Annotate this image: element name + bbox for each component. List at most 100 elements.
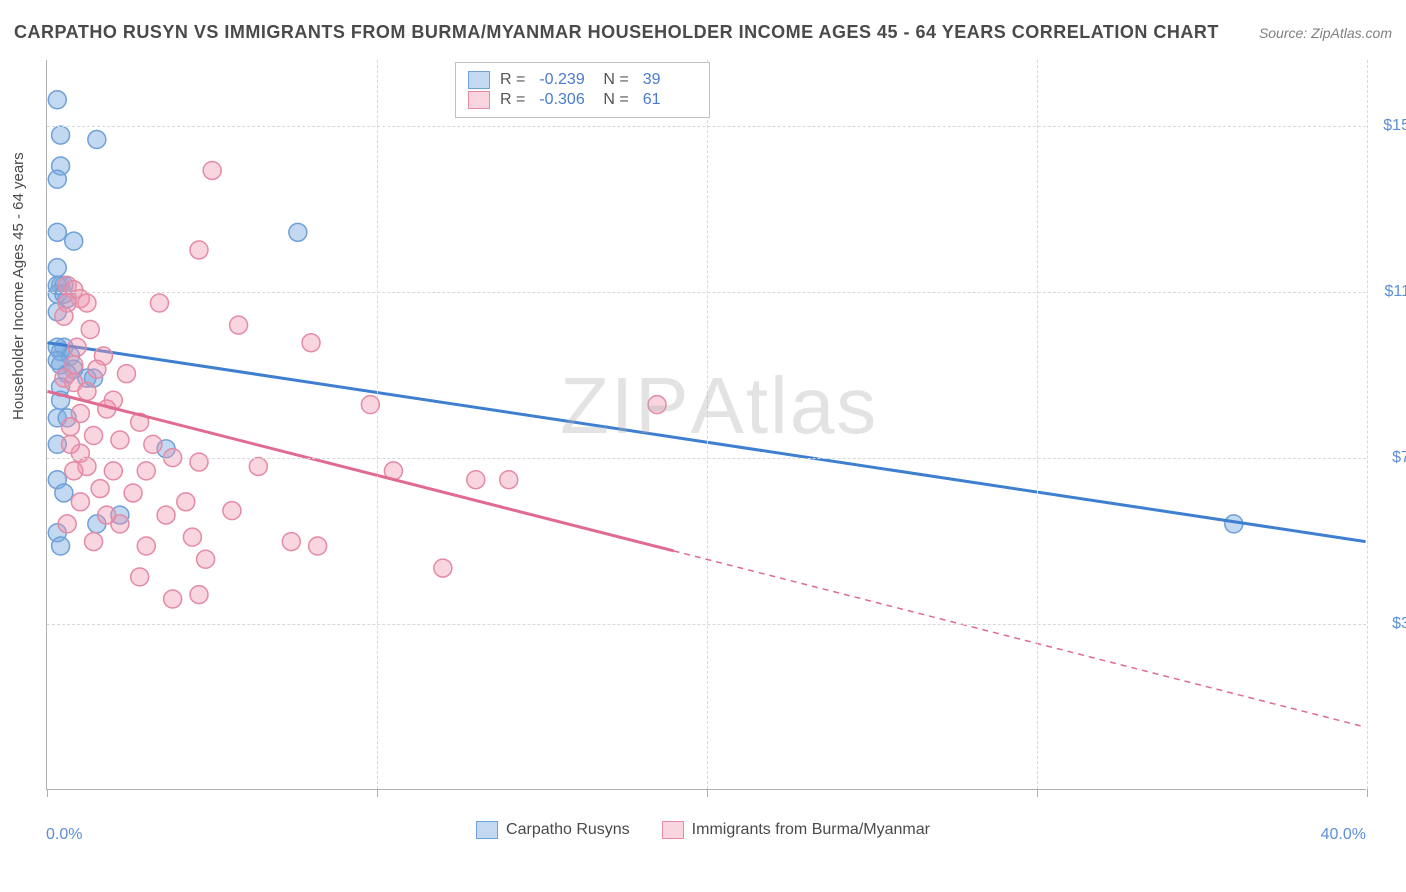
data-point-burma	[150, 294, 168, 312]
data-point-carpatho	[52, 391, 70, 409]
data-point-burma	[282, 533, 300, 551]
data-point-burma	[131, 568, 149, 586]
legend-r-label: R =	[500, 91, 525, 109]
legend-swatch	[468, 91, 490, 109]
data-point-carpatho	[48, 351, 66, 369]
data-point-carpatho	[48, 303, 66, 321]
legend-r-value: -0.239	[539, 71, 593, 89]
data-point-burma	[61, 435, 79, 453]
data-point-burma	[78, 382, 96, 400]
data-point-carpatho	[55, 285, 73, 303]
data-point-carpatho	[65, 232, 83, 250]
data-point-burma	[55, 307, 73, 325]
legend-label: Immigrants from Burma/Myanmar	[692, 821, 930, 839]
data-point-carpatho	[48, 524, 66, 542]
data-point-carpatho	[48, 285, 66, 303]
x-tick-mark	[707, 789, 708, 797]
legend-stat-row-carpatho: R = -0.239 N = 39	[468, 71, 697, 89]
data-point-burma	[55, 369, 73, 387]
data-point-burma	[157, 506, 175, 524]
gridline-vertical	[377, 60, 378, 789]
data-point-burma	[124, 484, 142, 502]
legend-series: Carpatho Rusyns Immigrants from Burma/Mya…	[0, 821, 1406, 844]
data-point-carpatho	[1225, 515, 1243, 533]
legend-r-label: R =	[500, 71, 525, 89]
data-point-burma	[230, 316, 248, 334]
data-point-burma	[61, 418, 79, 436]
data-point-burma	[302, 334, 320, 352]
data-point-burma	[137, 462, 155, 480]
data-point-burma	[85, 533, 103, 551]
data-point-burma	[65, 462, 83, 480]
data-point-carpatho	[48, 223, 66, 241]
legend-swatch	[662, 821, 684, 839]
data-point-burma	[183, 528, 201, 546]
legend-item-burma: Immigrants from Burma/Myanmar	[662, 821, 930, 839]
data-point-burma	[98, 400, 116, 418]
chart-title: CARPATHO RUSYN VS IMMIGRANTS FROM BURMA/…	[14, 22, 1219, 43]
data-point-burma	[203, 161, 221, 179]
data-point-carpatho	[78, 369, 96, 387]
x-tick-mark	[1037, 789, 1038, 797]
data-point-carpatho	[52, 343, 70, 361]
data-point-burma	[144, 435, 162, 453]
data-point-carpatho	[48, 338, 66, 356]
data-point-burma	[137, 537, 155, 555]
gridline-vertical	[1367, 60, 1368, 789]
chart-header: CARPATHO RUSYN VS IMMIGRANTS FROM BURMA/…	[14, 22, 1392, 43]
data-point-carpatho	[48, 409, 66, 427]
data-point-carpatho	[48, 170, 66, 188]
regression-line-burma	[47, 391, 673, 550]
data-point-carpatho	[289, 223, 307, 241]
data-point-carpatho	[58, 409, 76, 427]
data-point-burma	[384, 462, 402, 480]
data-point-carpatho	[48, 435, 66, 453]
data-point-burma	[309, 537, 327, 555]
data-point-burma	[131, 413, 149, 431]
data-point-burma	[71, 404, 89, 422]
data-point-burma	[78, 294, 96, 312]
legend-n-label: N =	[603, 71, 628, 89]
legend-swatch	[476, 821, 498, 839]
y-tick-label: $75,000	[1370, 449, 1406, 467]
data-point-burma	[164, 590, 182, 608]
data-point-carpatho	[88, 515, 106, 533]
data-point-burma	[81, 321, 99, 339]
data-point-carpatho	[48, 91, 66, 109]
gridline-vertical	[1037, 60, 1038, 789]
data-point-carpatho	[48, 259, 66, 277]
data-point-burma	[249, 457, 267, 475]
data-point-burma	[190, 241, 208, 259]
legend-stat-row-burma: R =-0.306N =61	[468, 91, 697, 109]
data-point-burma	[88, 360, 106, 378]
data-point-carpatho	[58, 365, 76, 383]
data-point-burma	[94, 347, 112, 365]
legend-swatch	[468, 71, 490, 89]
data-point-burma	[104, 391, 122, 409]
data-point-burma	[58, 294, 76, 312]
gridline-vertical	[707, 60, 708, 789]
data-point-burma	[111, 431, 129, 449]
data-point-carpatho	[85, 369, 103, 387]
data-point-burma	[118, 365, 136, 383]
y-tick-label: $150,000	[1370, 117, 1406, 135]
data-point-carpatho	[55, 484, 73, 502]
data-point-burma	[78, 457, 96, 475]
data-point-carpatho	[52, 356, 70, 374]
data-point-burma	[190, 586, 208, 604]
legend-item-carpatho: Carpatho Rusyns	[476, 821, 630, 839]
data-point-carpatho	[52, 378, 70, 396]
data-point-burma	[434, 559, 452, 577]
data-point-burma	[467, 471, 485, 489]
data-point-burma	[111, 515, 129, 533]
data-point-burma	[197, 550, 215, 568]
data-point-carpatho	[111, 506, 129, 524]
data-point-carpatho	[52, 537, 70, 555]
legend-n-value: 39	[643, 71, 697, 89]
data-point-carpatho	[52, 157, 70, 175]
data-point-carpatho	[61, 347, 79, 365]
plot-area: $37,500$75,000$112,500$150,000	[46, 60, 1366, 790]
data-point-burma	[71, 444, 89, 462]
data-point-burma	[91, 480, 109, 498]
data-point-carpatho	[157, 440, 175, 458]
